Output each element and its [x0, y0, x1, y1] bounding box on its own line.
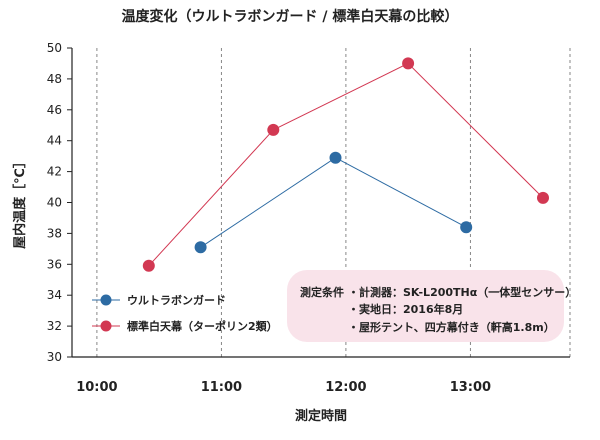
series-ultra — [194, 151, 473, 254]
data-point — [267, 123, 280, 136]
y-tick-label: 44 — [47, 134, 62, 148]
note-line-2: ・実地日：2016年8月 — [348, 302, 463, 316]
y-tick-label: 46 — [47, 103, 62, 117]
data-point — [194, 241, 207, 254]
legend-item-standard: 標準白天幕（ターポリン2類） — [92, 319, 278, 333]
y-axis-title: 屋内温度［℃］ — [12, 155, 28, 249]
y-tick-label: 32 — [47, 319, 62, 333]
series — [142, 57, 549, 272]
data-point — [142, 259, 155, 272]
data-point — [329, 151, 342, 164]
note-background — [287, 270, 564, 342]
y-tick-label: 38 — [47, 226, 62, 240]
legend-label-standard: 標準白天幕（ターポリン2類） — [127, 319, 278, 333]
y-tick-label: 30 — [47, 350, 62, 364]
data-point — [537, 191, 549, 204]
x-axis-title: 測定時間 — [295, 408, 347, 424]
series-standard — [142, 57, 549, 272]
data-point — [402, 57, 415, 70]
y-tick-label: 48 — [47, 72, 62, 86]
x-tick-label: 10:00 — [76, 380, 117, 395]
note-line-3: ・屋形テント、四方幕付き（軒高1.8m） — [348, 320, 555, 334]
note-line-1: ・計測器：SK-L200THα（一体型センサー） — [348, 285, 576, 299]
y-tick-labels: 30 32 34 36 38 40 42 44 46 48 50 — [47, 41, 72, 364]
x-tick-labels: 10:00 11:00 12:00 13:00 — [76, 380, 491, 395]
y-tick-label: 40 — [47, 196, 62, 210]
x-tick-label: 12:00 — [325, 380, 366, 395]
data-point — [460, 221, 473, 234]
legend: ウルトラボンガード 標準白天幕（ターポリン2類） — [92, 293, 278, 333]
series-line — [148, 62, 544, 267]
legend-label-ultra: ウルトラボンガード — [127, 293, 226, 307]
measurement-conditions-box: 測定条件 ・計測器：SK-L200THα（一体型センサー） ・実地日：2016年… — [287, 270, 576, 342]
y-tick-label: 50 — [47, 41, 62, 55]
x-tick-label: 11:00 — [201, 380, 242, 395]
chart-title: 温度変化（ウルトラボンガード / 標準白天幕の比較） — [122, 8, 459, 25]
series-line — [200, 157, 467, 248]
y-tick-label: 36 — [47, 257, 62, 271]
note-heading: 測定条件 — [300, 285, 344, 299]
y-tick-label: 34 — [47, 288, 62, 302]
y-tick-label: 42 — [47, 165, 62, 179]
x-tick-label: 13:00 — [450, 380, 491, 395]
legend-swatch-marker — [100, 294, 112, 306]
legend-swatch-marker — [100, 320, 112, 332]
legend-item-ultra: ウルトラボンガード — [92, 293, 226, 307]
